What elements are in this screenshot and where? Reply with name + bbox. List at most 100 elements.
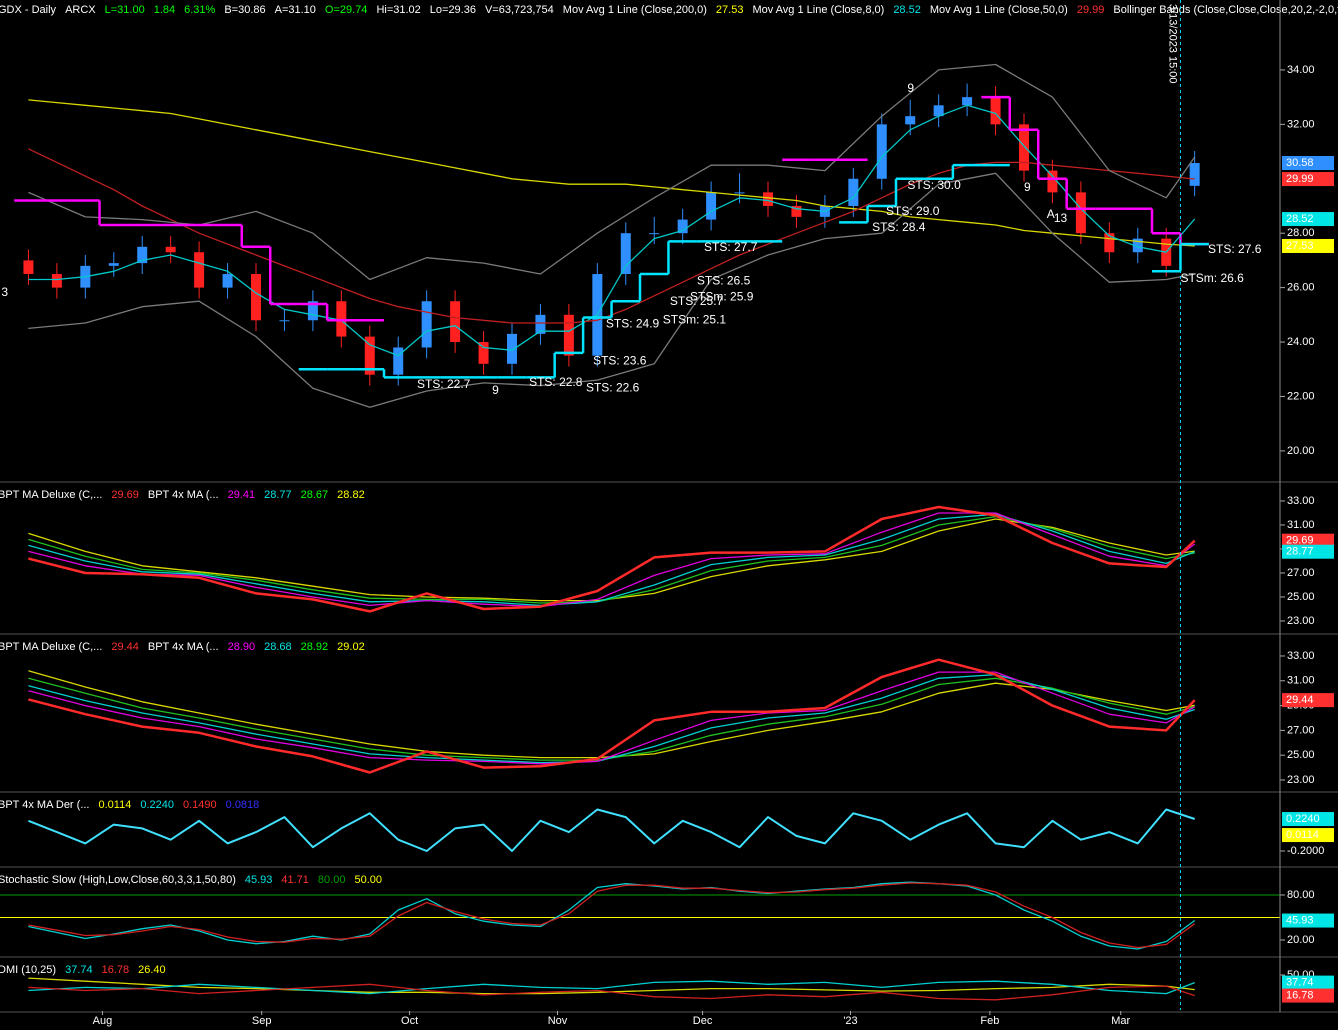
legend-item: GDX - Daily xyxy=(0,4,57,16)
candle-body xyxy=(165,246,176,253)
candle-body xyxy=(706,192,717,220)
indicator-line xyxy=(28,148,1195,324)
legend-item: 29.41 xyxy=(228,489,256,501)
candle-body xyxy=(108,263,119,266)
y-tick-label: 23.00 xyxy=(1287,615,1315,627)
annotation: STS: 28.4 xyxy=(872,220,926,234)
annotation: STS: 30.0 xyxy=(907,178,961,192)
annotation: STS: 24.9 xyxy=(606,316,660,330)
candle-body xyxy=(450,301,461,343)
value-box xyxy=(1282,155,1334,170)
legend-item: ARCX xyxy=(65,4,96,16)
legend-item: BPT MA Deluxe (C,... xyxy=(0,489,102,501)
y-tick-label: 33.00 xyxy=(1287,495,1315,507)
value-box-label: 29.69 xyxy=(1286,535,1314,547)
legend-item: 45.93 xyxy=(245,874,273,886)
legend: GDX - Daily ARCX L=31.00 1.84 6.31% B=30.86 A=… xyxy=(0,4,1338,16)
annotation: 9 xyxy=(492,383,499,397)
annotation: STSm: 25.9 xyxy=(690,289,754,303)
candle-body xyxy=(1019,124,1029,171)
x-tick-label: Oct xyxy=(401,1015,418,1027)
legend-item: 80.00 xyxy=(318,874,346,886)
candle-body xyxy=(251,274,261,321)
indicator-line xyxy=(28,808,1196,852)
indicator-line xyxy=(28,515,1195,604)
indicator-line xyxy=(28,512,1196,608)
legend-item: 50.00 xyxy=(354,874,382,886)
value-box-label: 28.77 xyxy=(1286,546,1314,558)
legend: DMI (10,25) 37.74 16.78 26.40 xyxy=(0,964,166,976)
candle-body xyxy=(649,233,660,235)
value-box-label: 28.52 xyxy=(1286,213,1314,225)
candle-body xyxy=(507,333,517,364)
annotation: 3 xyxy=(1,285,8,299)
y-tick-label: 27.00 xyxy=(1287,724,1315,736)
value-box xyxy=(1282,913,1334,928)
legend-item: Mov Avg 1 Line (Close,50,0) xyxy=(930,4,1068,16)
y-tick-label: 24.00 xyxy=(1287,336,1315,348)
annotation: STS: 29.0 xyxy=(886,204,940,218)
value-box xyxy=(1282,172,1334,187)
value-box-label: 27.53 xyxy=(1286,240,1314,252)
value-box xyxy=(1282,975,1334,990)
candle-body xyxy=(1047,170,1058,193)
value-box xyxy=(1282,533,1334,548)
annotation: STS: 22.7 xyxy=(417,377,471,391)
y-tick-label: 32.00 xyxy=(1287,118,1315,130)
legend-item: V=63,723,754 xyxy=(485,4,554,16)
legend-item: 28.67 xyxy=(301,489,329,501)
y-tick-label: 31.00 xyxy=(1287,519,1315,531)
indicator-line xyxy=(28,172,1195,408)
candle-body xyxy=(563,314,574,356)
value-box-label: 29.99 xyxy=(1286,173,1314,185)
legend-item: Stochastic Slow (High,Low,Close,60,3,3,1… xyxy=(0,874,236,886)
indicator-line xyxy=(28,977,1195,995)
value-box-label: 0.0114 xyxy=(1286,829,1319,841)
candle-body xyxy=(905,116,916,125)
candle-body xyxy=(393,347,404,375)
value-box-label: 45.93 xyxy=(1286,914,1314,926)
legend-item: 41.71 xyxy=(281,874,309,886)
candle-body xyxy=(194,252,205,288)
x-tick-label: Feb xyxy=(980,1015,999,1027)
candle-body xyxy=(933,105,944,117)
legend-item: 29.02 xyxy=(337,641,365,653)
legend: BPT MA Deluxe (C,... 29.44 BPT 4x MA (... 2… xyxy=(0,641,365,653)
legend-item: 37.74 xyxy=(65,964,93,976)
x-tick-label: Nov xyxy=(548,1015,568,1027)
candle-body xyxy=(990,97,1001,125)
value-box-label: 0.2240 xyxy=(1286,813,1320,825)
annotation: STSm: 26.6 xyxy=(1180,271,1244,285)
candle-body xyxy=(222,274,233,288)
y-tick-label: 25.00 xyxy=(1287,749,1315,761)
y-tick-label: 34.00 xyxy=(1287,64,1315,76)
legend-item: Lo=29.36 xyxy=(430,4,476,16)
candle-body xyxy=(478,342,489,364)
legend-item: 28.92 xyxy=(301,641,329,653)
x-tick-label: Sep xyxy=(252,1015,272,1027)
legend-item: 0.1490 xyxy=(183,799,217,811)
candle-body xyxy=(962,97,973,106)
annotation: 9 xyxy=(1024,180,1031,194)
x-tick-label: Dec xyxy=(693,1015,713,1027)
legend-item: 27.53 xyxy=(716,4,744,16)
y-tick-label: 25.00 xyxy=(1287,591,1315,603)
annotation: STS: 27.7 xyxy=(704,240,758,254)
x-tick-label: Mar xyxy=(1111,1015,1130,1027)
y-tick-label: 33.00 xyxy=(1287,650,1315,662)
indicator-line xyxy=(28,983,1195,1001)
candle-body xyxy=(137,246,148,264)
value-box xyxy=(1282,828,1334,843)
y-tick-label: 23.00 xyxy=(1287,774,1315,786)
indicator-line xyxy=(28,881,1196,950)
candle-body xyxy=(763,192,773,206)
legend-item: 28.52 xyxy=(893,4,921,16)
legend: BPT MA Deluxe (C,... 29.69 BPT 4x MA (... 2… xyxy=(0,489,365,501)
legend-item: O=29.74 xyxy=(325,4,368,16)
value-box xyxy=(1282,812,1334,827)
candle-body xyxy=(876,124,887,179)
value-box xyxy=(1282,212,1334,227)
candle-body xyxy=(279,320,290,322)
legend-item: BPT 4x MA (... xyxy=(148,641,219,653)
legend-item: Mov Avg 1 Line (Close,8,0) xyxy=(752,4,884,16)
